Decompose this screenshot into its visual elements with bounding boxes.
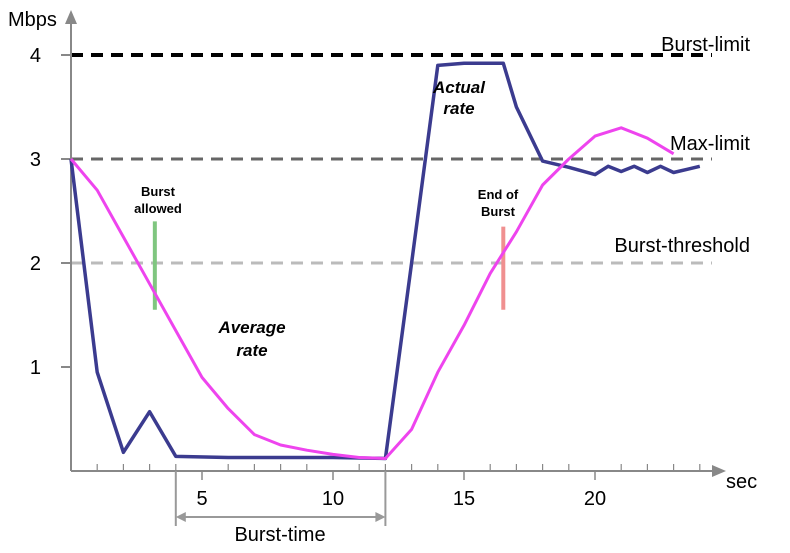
x-tick-label: 5 <box>196 488 207 510</box>
average-rate-label-line1: Average <box>217 318 285 337</box>
actual-rate-label-line2: rate <box>443 99 474 118</box>
x-tick-label: 10 <box>322 488 344 510</box>
burst-time-label: Burst-time <box>234 524 325 546</box>
burst-allowed-label-line1: Burst <box>141 184 176 199</box>
y-axis-arrow-icon <box>65 10 77 24</box>
x-axis-title: sec <box>726 471 757 493</box>
end-of-burst-label-line1: End of <box>478 187 519 202</box>
average-rate-label-line2: rate <box>236 341 267 360</box>
arrow-right-icon <box>375 512 386 522</box>
reference-lines <box>71 53 712 265</box>
max-limit-label: Max-limit <box>670 133 750 155</box>
y-tick-label: 4 <box>30 45 41 67</box>
average-rate-line <box>69 126 675 460</box>
actual-rate-line <box>69 61 701 461</box>
axes <box>61 10 726 480</box>
burst-time-span <box>174 471 387 526</box>
y-tick-labels: 1 2 3 4 <box>30 45 41 379</box>
y-axis-title: Mbps <box>8 9 57 31</box>
actual-rate-label-line1: Actual <box>432 78 486 97</box>
y-tick-label: 2 <box>30 253 41 275</box>
x-tick-labels: 5 10 15 20 <box>196 488 606 510</box>
y-ticks <box>61 54 71 368</box>
x-axis-arrow-icon <box>712 465 726 477</box>
y-tick-label: 3 <box>30 149 41 171</box>
end-of-burst-label-line2: Burst <box>481 204 516 219</box>
y-tick-label: 1 <box>30 357 41 379</box>
burst-limit-label: Burst-limit <box>661 34 750 56</box>
x-tick-label: 20 <box>584 488 606 510</box>
burst-threshold-label: Burst-threshold <box>614 235 750 257</box>
burst-allowed-label-line2: allowed <box>134 201 182 216</box>
x-tick-label: 15 <box>453 488 475 510</box>
arrow-left-icon <box>175 512 186 522</box>
x-minor-ticks <box>96 464 701 480</box>
